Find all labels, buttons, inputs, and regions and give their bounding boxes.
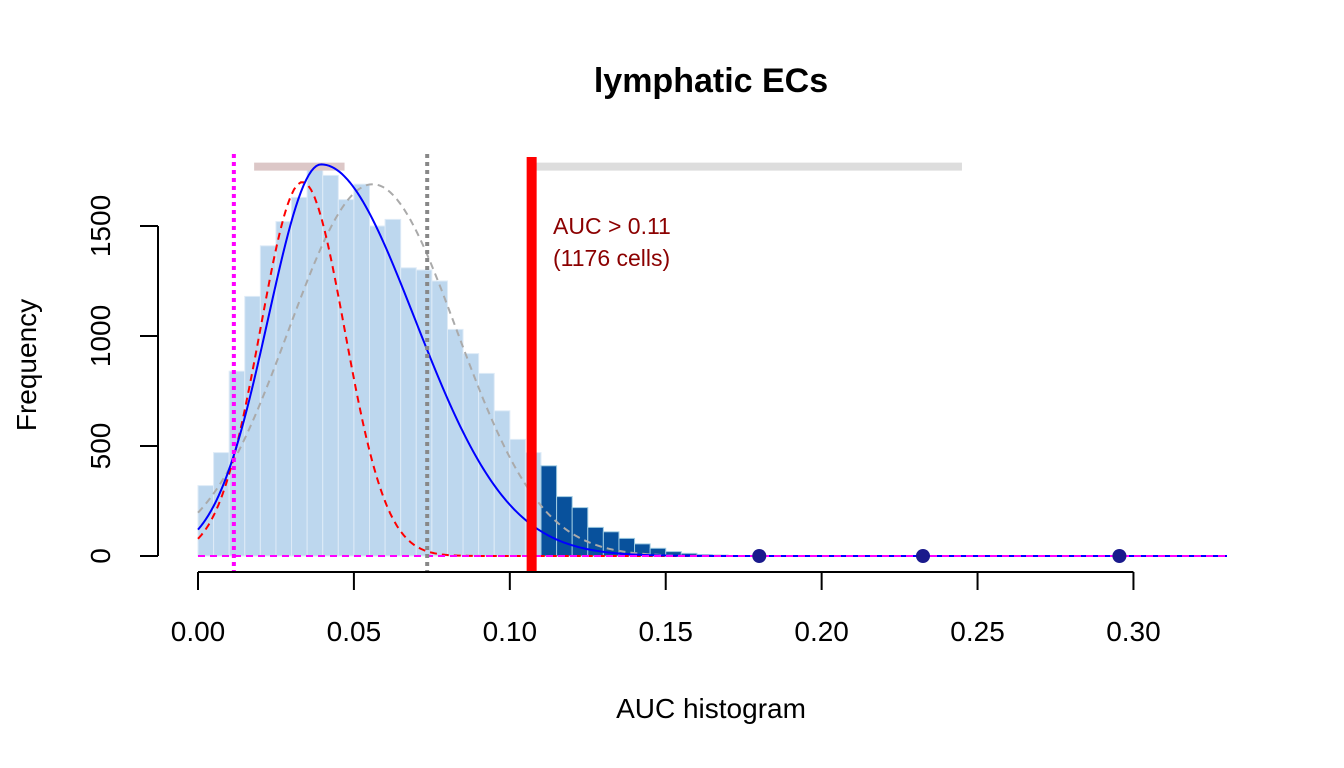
y-tick-label: 0 [85, 548, 116, 564]
histogram-bar [446, 328, 464, 557]
x-tick-label: 0.00 [171, 616, 226, 647]
histogram-bar [244, 295, 261, 557]
y-tick-label: 1500 [85, 195, 116, 257]
outlier-point [1112, 549, 1127, 563]
y-tick-label: 1000 [85, 305, 116, 367]
histogram-bar [556, 496, 573, 557]
histogram-bar [400, 267, 417, 557]
x-tick-label: 0.25 [950, 616, 1005, 647]
histogram-bar [369, 225, 386, 557]
histogram-bar [462, 353, 480, 557]
histogram-bar [337, 199, 355, 557]
y-tick-label: 500 [85, 423, 116, 470]
histogram-bar [306, 163, 324, 557]
histogram-bar [213, 452, 230, 557]
x-axis-label: AUC histogram [616, 693, 806, 724]
histogram-bar [431, 280, 448, 557]
axes: 0.00 0.05 0.10 0.15 0.20 0.25 0.30 0 500 1000 1500 [85, 195, 1161, 647]
outlier-point [915, 549, 930, 563]
x-tick-label: 0.30 [1106, 616, 1161, 647]
threshold-annotation-label: AUC > 0.11 [553, 213, 671, 239]
chart-title: lymphatic ECs [594, 62, 828, 100]
histogram-bar [509, 438, 526, 557]
histogram-bar [415, 269, 433, 557]
histogram-bar [540, 465, 558, 557]
y-axis-label: Frequency [11, 299, 42, 431]
x-tick-label: 0.05 [327, 616, 382, 647]
x-tick-label: 0.15 [638, 616, 693, 647]
histogram-bars [197, 163, 760, 557]
outlier-point [752, 549, 767, 563]
x-tick-label: 0.10 [483, 616, 538, 647]
histogram-bar [291, 196, 308, 557]
histogram-bar [353, 183, 370, 557]
x-tick-label: 0.20 [794, 616, 849, 647]
overlay-lines [197, 154, 1227, 572]
threshold-annotation-cells: (1176 cells) [553, 245, 670, 271]
